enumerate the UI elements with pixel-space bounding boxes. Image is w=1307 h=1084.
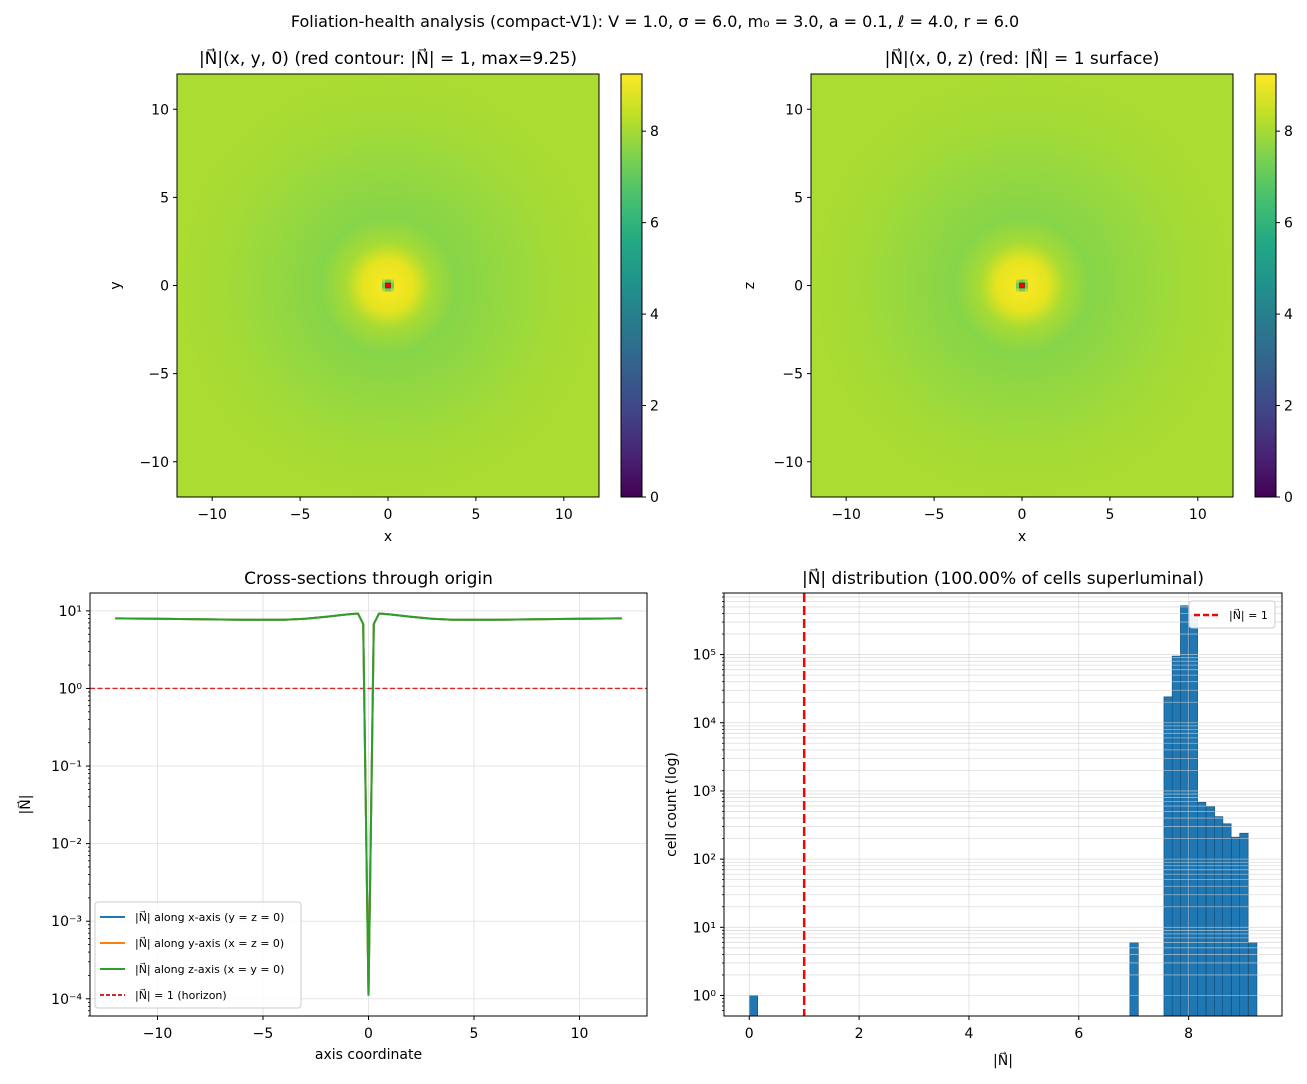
y-tick-label: 10²	[693, 852, 716, 868]
histogram-bar	[1163, 696, 1173, 1017]
x-tick-label: 6	[1074, 1026, 1083, 1042]
histogram-panel: |N⃗| distribution (100.00% of cells supe…	[664, 567, 1283, 1069]
x-tick-label: 4	[964, 1026, 973, 1042]
colorbar-tick-label: 0	[1284, 490, 1293, 506]
y-tick-label: 0	[160, 279, 169, 295]
y-axis-label: cell count (log)	[664, 752, 680, 857]
y-tick-label: −10	[773, 455, 803, 471]
x-tick-label: 0	[1018, 507, 1027, 523]
colorbar-tick-label: 2	[650, 399, 659, 415]
legend-box	[94, 901, 302, 1009]
y-axis-label: z	[742, 282, 758, 289]
colorbar	[1254, 73, 1277, 498]
x-tick-label: −5	[924, 507, 945, 523]
histogram-bar	[1231, 836, 1241, 1017]
x-tick-label: −10	[831, 507, 861, 523]
x-tick-label: 10	[1189, 507, 1207, 523]
y-tick-label: 10⁴	[693, 716, 717, 732]
y-tick-label: 10⁻⁴	[51, 992, 82, 1008]
y-tick-label: 10⁻²	[51, 837, 82, 853]
histogram-bar	[1197, 802, 1207, 1017]
histogram-bar	[1188, 613, 1198, 1017]
y-tick-label: −5	[782, 367, 803, 383]
x-tick-label: 0	[364, 1026, 373, 1042]
y-tick-label: 10⁻³	[51, 914, 82, 930]
series-line-z-axis	[115, 612, 622, 996]
y-tick-label: −10	[139, 455, 169, 471]
y-tick-label: 5	[794, 190, 803, 206]
y-axis-label: y	[108, 281, 124, 289]
y-tick-label: 10¹	[59, 604, 82, 620]
y-tick-label: 10⁰	[59, 681, 83, 697]
colorbar	[620, 73, 643, 498]
heatmap-xz-panel: |N⃗|(x, 0, z) (red: |N⃗| = 1 surface) −10…	[742, 47, 1293, 545]
x-tick-label: −5	[253, 1026, 274, 1042]
colorbar-tick-label: 0	[650, 490, 659, 506]
red-contour-marker	[385, 282, 391, 289]
colorbar-tick-label: 8	[1284, 124, 1293, 140]
y-tick-label: 10⁵	[693, 648, 716, 664]
y-tick-label: 10³	[693, 784, 716, 800]
x-tick-label: 0	[384, 507, 393, 523]
x-tick-label: 10	[571, 1026, 589, 1042]
x-axis-label: axis coordinate	[315, 1047, 422, 1063]
colorbar-tick-label: 2	[1284, 399, 1293, 415]
y-tick-label: −5	[148, 367, 169, 383]
histogram-title: |N⃗| distribution (100.00% of cells supe…	[802, 567, 1204, 589]
x-tick-label: 0	[745, 1026, 754, 1042]
y-tick-label: 5	[160, 190, 169, 206]
x-tick-label: 5	[1105, 507, 1114, 523]
histogram-bar	[1205, 806, 1215, 1017]
y-tick-label: 10⁰	[693, 988, 717, 1004]
x-tick-label: −10	[197, 507, 227, 523]
histogram-bar	[1239, 832, 1249, 1017]
y-axis-label: |N⃗|	[16, 795, 34, 815]
legend-threshold-label: |N⃗| = 1	[1229, 608, 1268, 622]
heatmap-title: |N⃗|(x, 0, z) (red: |N⃗| = 1 surface)	[885, 47, 1160, 69]
x-tick-label: 5	[470, 1026, 479, 1042]
heatmap-title: |N⃗|(x, y, 0) (red contour: |N⃗| = 1, ma…	[199, 47, 577, 69]
histogram-bar	[1171, 655, 1181, 1017]
cross-section-panel: Cross-sections through origin −10 −5 0 5 10 10…	[16, 569, 648, 1063]
colorbar-tick-label: 4	[1284, 307, 1293, 323]
x-tick-label: 2	[855, 1026, 864, 1042]
y-tick-label: 10⁻¹	[51, 759, 82, 775]
histogram-bar	[1248, 942, 1258, 1017]
red-contour-marker	[1019, 282, 1025, 289]
colorbar-tick-label: 6	[1284, 216, 1293, 232]
histogram-frame	[723, 592, 1283, 1017]
x-axis-label: |N⃗|	[993, 1051, 1013, 1069]
y-tick-label: 0	[794, 279, 803, 295]
x-tick-label: 8	[1184, 1026, 1193, 1042]
histogram-bar	[1129, 942, 1139, 1017]
legend-item-x-axis-label: |N⃗| along x-axis (y = z = 0)	[135, 910, 284, 924]
colorbar-tick-label: 4	[650, 307, 659, 323]
legend-item-horizon-label: |N⃗| = 1 (horizon)	[135, 988, 227, 1002]
heatmap-xy-panel: |N⃗|(x, y, 0) (red contour: |N⃗| = 1, ma…	[108, 47, 659, 545]
histogram-bar	[748, 995, 759, 1017]
figure-suptitle: Foliation-health analysis (compact-V1): …	[291, 12, 1019, 31]
x-tick-label: −5	[290, 507, 311, 523]
colorbar-tick-label: 6	[650, 216, 659, 232]
y-tick-label: 10	[785, 102, 803, 118]
histogram-bar	[1214, 816, 1224, 1017]
legend-box	[1188, 600, 1276, 629]
x-tick-label: 10	[555, 507, 573, 523]
x-tick-label: −10	[143, 1026, 173, 1042]
y-tick-label: 10¹	[693, 920, 716, 936]
histogram-bar	[1222, 823, 1232, 1017]
legend-item-y-axis-label: |N⃗| along y-axis (x = z = 0)	[135, 936, 284, 950]
x-tick-label: 5	[471, 507, 480, 523]
colorbar-tick-label: 8	[650, 124, 659, 140]
line-chart-title: Cross-sections through origin	[244, 569, 493, 589]
x-axis-label: x	[1018, 529, 1026, 545]
x-axis-label: x	[384, 529, 392, 545]
y-tick-label: 10	[151, 102, 169, 118]
legend-item-z-axis-label: |N⃗| along z-axis (x = y = 0)	[135, 962, 284, 976]
